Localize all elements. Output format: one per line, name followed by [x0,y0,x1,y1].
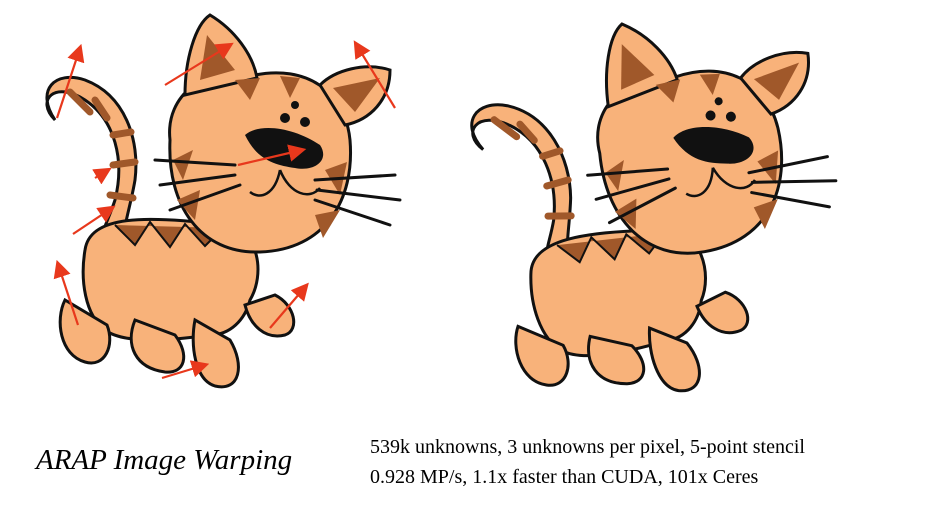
arrow-back-paw [269,282,309,329]
performance-stats: 539k unknowns, 3 unknowns per pixel, 5-p… [370,432,920,492]
figure-title: ARAP Image Warping [36,444,293,476]
constraint-arrows [53,40,396,380]
left-cat [47,15,400,387]
arrow-tail-mid-2 [72,205,116,235]
arrow-nose [237,144,307,167]
arrow-tail-mid-1 [92,167,112,185]
arrow-bottom-paw [161,360,210,380]
arrow-right-ear [353,40,396,109]
cat-illustrations [0,0,930,420]
stats-line-1: 539k unknowns, 3 unknowns per pixel, 5-p… [370,436,805,458]
stats-line-2: 0.928 MP/s, 1.1x faster than CUDA, 101x … [370,466,759,488]
arrow-front-paw [53,259,80,326]
arrow-left-ear [164,42,234,86]
arrow-tail [55,43,85,119]
right-cat [460,0,861,415]
